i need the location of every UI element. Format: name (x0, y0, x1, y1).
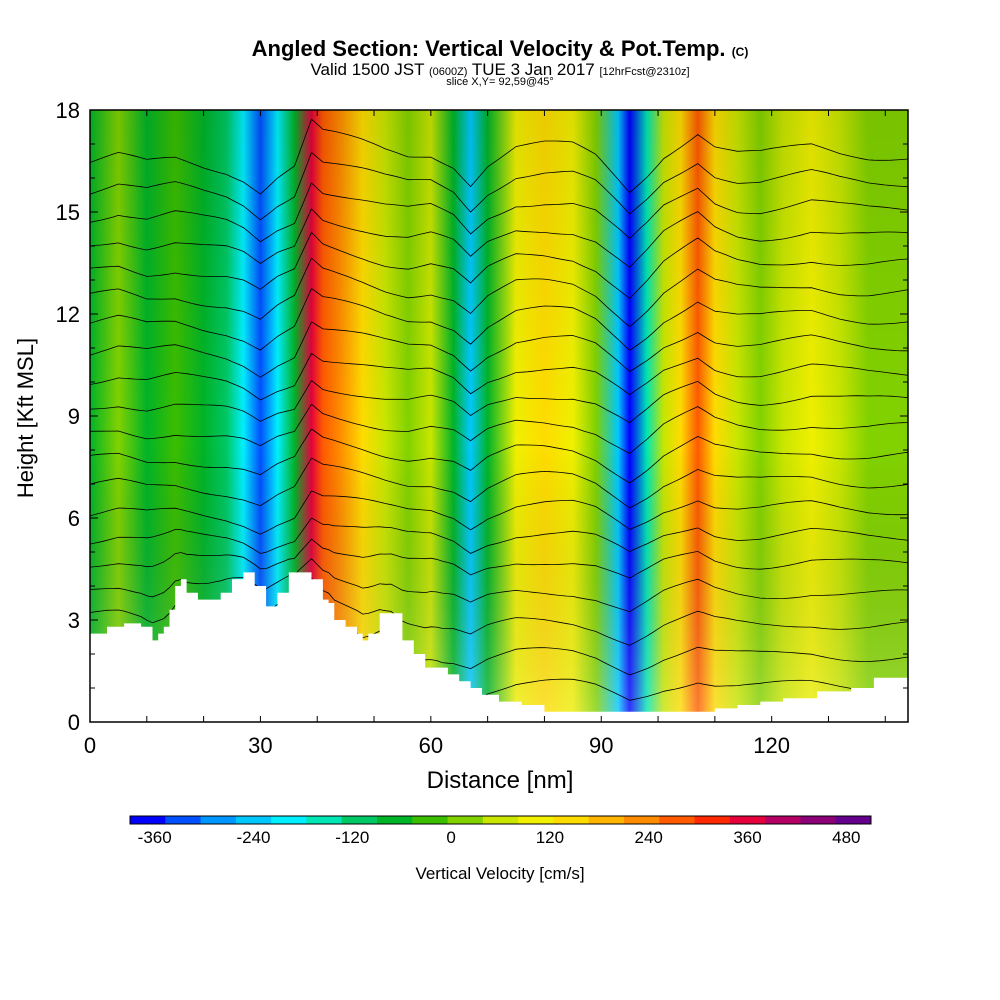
isentrope-line (90, 182, 908, 243)
isentrope-line (90, 321, 908, 378)
x-tick-label: 120 (753, 733, 790, 758)
plot-area (90, 110, 908, 722)
colorbar-tick-label: 120 (536, 828, 564, 847)
colorbar-swatch (235, 816, 272, 824)
colorbar-swatch (341, 816, 378, 824)
colorbar-swatch (412, 816, 449, 824)
isentrope-line (90, 517, 908, 554)
chart-title-main: Angled Section: Vertical Velocity & Pot.… (251, 36, 726, 61)
colorbar-tick-label: 360 (733, 828, 761, 847)
colorbar-swatch (165, 816, 202, 824)
x-tick-label: 30 (248, 733, 272, 758)
colorbar-swatch (729, 816, 766, 824)
y-tick-label: 12 (56, 302, 80, 327)
y-tick-label: 3 (68, 608, 80, 633)
colorbar-swatch (694, 816, 731, 824)
colorbar-swatch (659, 816, 696, 824)
y-tick-label: 18 (56, 98, 80, 123)
y-axis: 0 3 6 9 12 15 18 (56, 98, 908, 735)
chart-title: Angled Section: Vertical Velocity & Pot.… (0, 36, 1000, 62)
subtitle-utc: (0600Z) (428, 66, 468, 78)
colorbar-swatch (377, 816, 413, 824)
terrain-mask (90, 572, 908, 722)
colorbar-swatch (835, 816, 872, 824)
isentrope-line (90, 118, 908, 195)
colorbar-swatch (200, 816, 237, 824)
y-axis-label: Height [Kft MSL] (13, 337, 38, 499)
y-tick-label: 6 (68, 506, 80, 531)
colorbar-swatch (518, 816, 554, 824)
isentrope-line (90, 457, 908, 509)
x-axis-label: Distance [nm] (426, 767, 574, 794)
colorbar-swatch (553, 816, 590, 824)
colorbar-swatch (765, 816, 801, 824)
chart-title-unit: (C) (731, 45, 749, 59)
potential-temperature-contours (90, 118, 908, 702)
colorbar: -360 -240 -120 0 120 240 360 480 (129, 815, 872, 847)
colorbar-swatch (482, 816, 519, 824)
colorbar-label: Vertical Velocity [cm/s] (415, 864, 585, 883)
colorbar-swatch (624, 816, 660, 824)
colorbar-swatch (588, 816, 625, 824)
isentrope-line (90, 379, 908, 424)
isentrope-line (90, 428, 908, 484)
y-tick-label: 9 (68, 404, 80, 429)
isentrope-line (90, 208, 908, 268)
colorbar-swatch (447, 816, 484, 824)
isentrope-line (90, 403, 908, 454)
y-tick-label: 15 (56, 200, 80, 225)
isentrope-line (90, 151, 908, 221)
colorbar-tick-label: -240 (236, 828, 270, 847)
isentrope-line (90, 287, 908, 351)
isentrope-line (90, 352, 908, 401)
colorbar-tick-label: 480 (832, 828, 860, 847)
x-tick-label: 0 (84, 733, 96, 758)
colorbar-tick-label: 0 (446, 828, 455, 847)
subtitle-date: TUE 3 Jan 2017 (471, 60, 595, 79)
colorbar-tick-label: 240 (635, 828, 663, 847)
isentrope-line (90, 231, 908, 299)
x-tick-label: 60 (419, 733, 443, 758)
colorbar-swatch (130, 816, 166, 824)
isentrope-line (90, 558, 908, 613)
x-axis: 0 30 60 90 120 (84, 110, 886, 758)
subtitle-forecast: [12hrFcst@2310z] (599, 66, 690, 78)
chart-subtitle: Valid 1500 JST (0600Z) TUE 3 Jan 2017 [1… (0, 60, 1000, 80)
colorbar-frame (129, 815, 872, 825)
slice-label: slice X,Y= 92,59@45° (446, 76, 554, 88)
colorbar-tick-label: -120 (335, 828, 369, 847)
colorbar-tick-label: -360 (138, 828, 172, 847)
isentrope-line (90, 490, 908, 535)
y-tick-label: 0 (68, 710, 80, 735)
subtitle-valid: Valid 1500 JST (310, 60, 425, 79)
colorbar-swatch (271, 816, 307, 824)
isentrope-line (90, 257, 908, 328)
x-tick-label: 90 (589, 733, 613, 758)
colorbar-swatch (306, 816, 343, 824)
isentrope-line (90, 538, 908, 579)
colorbar-swatch (800, 816, 837, 824)
